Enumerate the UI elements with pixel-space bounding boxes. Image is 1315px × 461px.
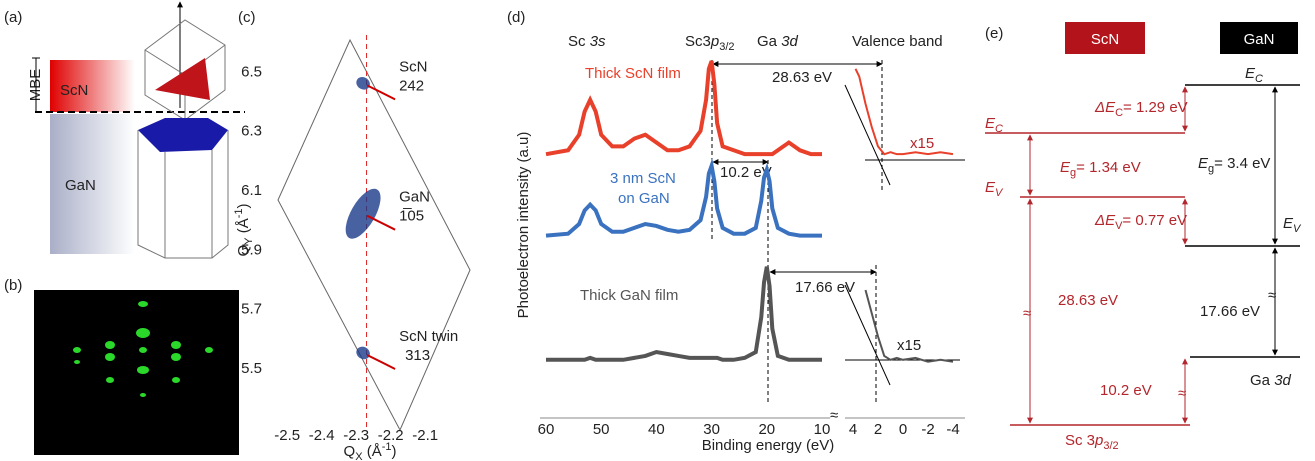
x-tick-label: 60 [538, 421, 555, 438]
energy-label: 17.66 eV [1200, 303, 1260, 320]
level-label: EC [985, 115, 1003, 135]
x-tick-label: -4 [946, 421, 959, 438]
panel-a: ScN GaN MBE [27, 1, 245, 259]
layer-label: GaN [65, 177, 96, 194]
rheed-image [34, 290, 239, 455]
panel-c: QX (Å-1) QY (Å-1) -2.5 -2.4 -2.3 -2.2 -2.1 5.… [233, 35, 471, 461]
panel-b [34, 290, 239, 455]
axis-break: ≈ [1268, 287, 1276, 304]
scn-box [1065, 22, 1145, 54]
valence-spectrum [864, 289, 954, 363]
gan-box [1220, 22, 1298, 54]
axis-break: ≈ [1023, 305, 1031, 322]
scale-label: x15 [897, 337, 921, 354]
y-tick-label: 5.7 [241, 301, 262, 318]
level-label: EV [985, 179, 1004, 199]
spectrum [545, 158, 822, 238]
y-axis-label: Photoelectron intensity (a.u) [515, 132, 532, 319]
level-label: EC [1245, 65, 1263, 85]
gap-label: Eg= 3.4 eV [1198, 155, 1270, 175]
separation-label: 17.66 eV [795, 279, 855, 296]
point-label: 1̅05 [399, 208, 424, 225]
point-label: ScN [399, 58, 427, 75]
peak-label: Sc3p3/2 [685, 33, 735, 53]
x-tick-label: 0 [899, 421, 907, 438]
axis-break: ≈ [1178, 385, 1186, 402]
spectrum [546, 266, 822, 362]
layer-label: ScN [60, 82, 88, 99]
energy-label: 28.63 eV [1058, 292, 1118, 309]
peak-label: Valence band [852, 33, 943, 50]
peak-label: Ga 3d [757, 33, 799, 50]
label-arrow [366, 84, 396, 101]
panel-label: (e) [985, 25, 1003, 42]
reciprocal-space-boundary [277, 38, 471, 432]
gan-layer [50, 114, 135, 254]
y-tick-label: 6.3 [241, 123, 262, 140]
peak-label: Sc 3s [568, 33, 606, 50]
y-axis-label: QY (Å-1) [233, 204, 255, 257]
point-label: 242 [399, 77, 424, 94]
x-tick-label: -2.1 [412, 427, 438, 444]
separation-label: 28.63 eV [772, 69, 832, 86]
energy-label: 10.2 eV [1100, 382, 1152, 399]
series-label: Thick GaN film [580, 287, 678, 304]
x-tick-label: 40 [648, 421, 665, 438]
x-tick-label: 30 [703, 421, 720, 438]
x-tick-label: 10 [814, 421, 831, 438]
scale-label: x15 [910, 135, 934, 152]
x-axis-label: QX (Å-1) [344, 441, 397, 461]
scn-layer [50, 60, 135, 112]
x-tick-label: -2.2 [378, 427, 404, 444]
panel-e: ScN GaN EC EC EV EV ΔEC= 1.29 eV Eg= 1.3… [985, 22, 1302, 452]
diffraction-spot [356, 77, 370, 90]
x-tick-label: -2.4 [309, 427, 335, 444]
x-tick-label: 4 [849, 421, 857, 438]
diffraction-spot [345, 188, 381, 239]
valence-spectrum [854, 68, 954, 156]
point-label: 313 [405, 347, 430, 364]
separation-label: 10.2 eV [720, 164, 772, 181]
point-label: GaN [399, 189, 430, 206]
y-tick-label: 6.1 [241, 182, 262, 199]
x-tick-label: 2 [874, 421, 882, 438]
axis-break: ≈ [830, 407, 838, 424]
label-arrow [366, 354, 396, 370]
x-tick-label: -2 [921, 421, 934, 438]
spectrum [545, 60, 822, 157]
point-label: ScN twin [399, 328, 458, 345]
x-axis-label: Binding energy (eV) [702, 437, 835, 454]
x-tick-label: 50 [593, 421, 610, 438]
y-tick-label: 5.5 [241, 360, 262, 377]
x-tick-label: 20 [758, 421, 775, 438]
gap-label: Eg= 1.34 eV [1060, 159, 1141, 179]
y-tick-label: 6.5 [241, 63, 262, 80]
y-tick-label: 5.9 [241, 241, 262, 258]
label-arrow [366, 214, 396, 231]
offset-label: ΔEC= 1.29 eV [1094, 99, 1188, 119]
material-label: ScN [1091, 31, 1119, 48]
panel-label: (a) [4, 9, 22, 26]
series-label: Thick ScN film [585, 65, 681, 82]
panel-label: (b) [4, 277, 22, 294]
series-label: 3 nm ScN on GaN [610, 170, 676, 207]
x-tick-label: -2.5 [274, 427, 300, 444]
panel-d: ≈ Binding energy (eV) Photoelectron inte… [515, 33, 965, 454]
diffraction-spot [356, 346, 370, 360]
level-label: Sc 3p3/2 [1065, 432, 1119, 452]
level-label: Ga 3d [1250, 372, 1292, 389]
offset-label: ΔEV= 0.77 eV [1094, 212, 1187, 232]
x-tick-label: -2.3 [343, 427, 369, 444]
panel-label: (d) [507, 9, 525, 26]
material-label: GaN [1244, 31, 1275, 48]
panel-label: (c) [238, 9, 256, 26]
level-label: EV [1283, 215, 1302, 235]
